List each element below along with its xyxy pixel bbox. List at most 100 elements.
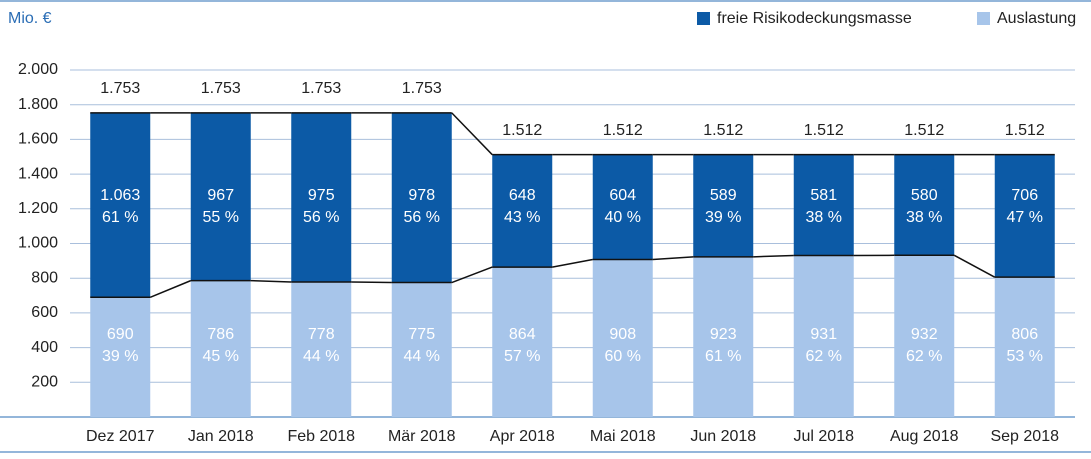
bar-segment xyxy=(492,267,553,417)
y-tick-label: 1.400 xyxy=(18,165,58,182)
percent-label: 60 % xyxy=(605,348,641,365)
bar-segment xyxy=(90,297,151,417)
percent-label: 40 % xyxy=(605,209,641,226)
bar-segment xyxy=(894,255,955,417)
y-tick-label: 400 xyxy=(31,339,58,356)
bar-segment xyxy=(793,255,854,417)
y-tick-label: 1.200 xyxy=(18,200,58,217)
value-label: 690 xyxy=(107,326,134,343)
percent-label: 38 % xyxy=(906,209,942,226)
y-tick-label: 1.600 xyxy=(18,131,58,148)
value-label: 931 xyxy=(810,326,837,343)
bar-segment xyxy=(994,277,1055,417)
x-tick-label: Aug 2018 xyxy=(890,428,959,445)
percent-label: 61 % xyxy=(102,209,138,226)
connector xyxy=(953,254,996,278)
total-label: 1.512 xyxy=(804,122,844,139)
connector xyxy=(652,256,694,261)
value-label: 786 xyxy=(207,326,234,343)
connector xyxy=(351,281,392,284)
x-tick-label: Jan 2018 xyxy=(188,428,254,445)
bar-segment xyxy=(291,112,352,283)
value-label: 775 xyxy=(408,326,435,343)
bar-segment xyxy=(793,154,854,256)
bar-segment xyxy=(592,154,653,260)
total-label: 1.753 xyxy=(201,80,241,97)
bar-segment xyxy=(190,112,251,281)
value-label: 932 xyxy=(911,326,938,343)
value-label: 908 xyxy=(609,326,636,343)
bar-segment xyxy=(391,112,452,283)
connector xyxy=(451,112,493,156)
total-label: 1.512 xyxy=(703,122,743,139)
connector xyxy=(149,279,192,298)
bar-segment xyxy=(693,256,754,417)
percent-label: 62 % xyxy=(806,348,842,365)
x-tick-label: Apr 2018 xyxy=(490,428,555,445)
y-tick-label: 1.800 xyxy=(18,96,58,113)
connector xyxy=(250,279,292,283)
percent-label: 39 % xyxy=(705,209,741,226)
percent-label: 56 % xyxy=(303,209,339,226)
y-tick-label: 2.000 xyxy=(18,61,58,78)
percent-label: 38 % xyxy=(806,209,842,226)
percent-label: 55 % xyxy=(203,209,239,226)
total-label: 1.512 xyxy=(904,122,944,139)
connector xyxy=(451,266,493,284)
value-label: 706 xyxy=(1011,187,1038,204)
percent-label: 39 % xyxy=(102,348,138,365)
bar-segment xyxy=(291,282,352,417)
legend-swatch xyxy=(697,12,710,25)
percent-label: 53 % xyxy=(1007,348,1043,365)
bar-segment xyxy=(190,280,251,417)
value-label: 1.063 xyxy=(100,187,140,204)
bar-segment xyxy=(492,154,553,268)
x-tick-label: Mai 2018 xyxy=(590,428,656,445)
percent-label: 47 % xyxy=(1007,209,1043,226)
x-tick-label: Feb 2018 xyxy=(287,428,355,445)
value-label: 864 xyxy=(509,326,536,343)
value-label: 648 xyxy=(509,187,536,204)
legend-label: freie Risikodeckungsmasse xyxy=(717,10,912,27)
value-label: 975 xyxy=(308,187,335,204)
percent-label: 61 % xyxy=(705,348,741,365)
value-label: 967 xyxy=(207,187,234,204)
value-label: 778 xyxy=(308,326,335,343)
bar-segment xyxy=(693,154,754,257)
x-tick-label: Mär 2018 xyxy=(388,428,456,445)
bar-segment xyxy=(994,154,1055,278)
value-label: 978 xyxy=(408,187,435,204)
value-label: 580 xyxy=(911,187,938,204)
y-tick-label: 200 xyxy=(31,374,58,391)
bar-segment xyxy=(391,282,452,417)
percent-label: 62 % xyxy=(906,348,942,365)
value-label: 806 xyxy=(1011,326,1038,343)
total-label: 1.512 xyxy=(1005,122,1045,139)
legend-label: Auslastung xyxy=(997,10,1076,27)
total-label: 1.753 xyxy=(100,80,140,97)
value-label: 589 xyxy=(710,187,737,204)
y-tick-label: 600 xyxy=(31,304,58,321)
value-label: 923 xyxy=(710,326,737,343)
x-tick-label: Jul 2018 xyxy=(794,428,855,445)
value-label: 604 xyxy=(609,187,636,204)
total-label: 1.512 xyxy=(502,122,542,139)
value-label: 581 xyxy=(810,187,837,204)
percent-label: 45 % xyxy=(203,348,239,365)
connector xyxy=(552,258,593,268)
bar-segment xyxy=(592,259,653,417)
x-tick-label: Dez 2017 xyxy=(86,428,155,445)
total-label: 1.753 xyxy=(301,80,341,97)
legend-swatch xyxy=(977,12,990,25)
bar-segment xyxy=(90,112,151,298)
total-label: 1.753 xyxy=(402,80,442,97)
percent-label: 57 % xyxy=(504,348,540,365)
percent-label: 44 % xyxy=(303,348,339,365)
axis-label: Mio. € xyxy=(8,10,52,27)
percent-label: 56 % xyxy=(404,209,440,226)
total-label: 1.512 xyxy=(603,122,643,139)
x-tick-label: Jun 2018 xyxy=(690,428,756,445)
y-tick-label: 800 xyxy=(31,269,58,286)
connector xyxy=(753,254,794,258)
